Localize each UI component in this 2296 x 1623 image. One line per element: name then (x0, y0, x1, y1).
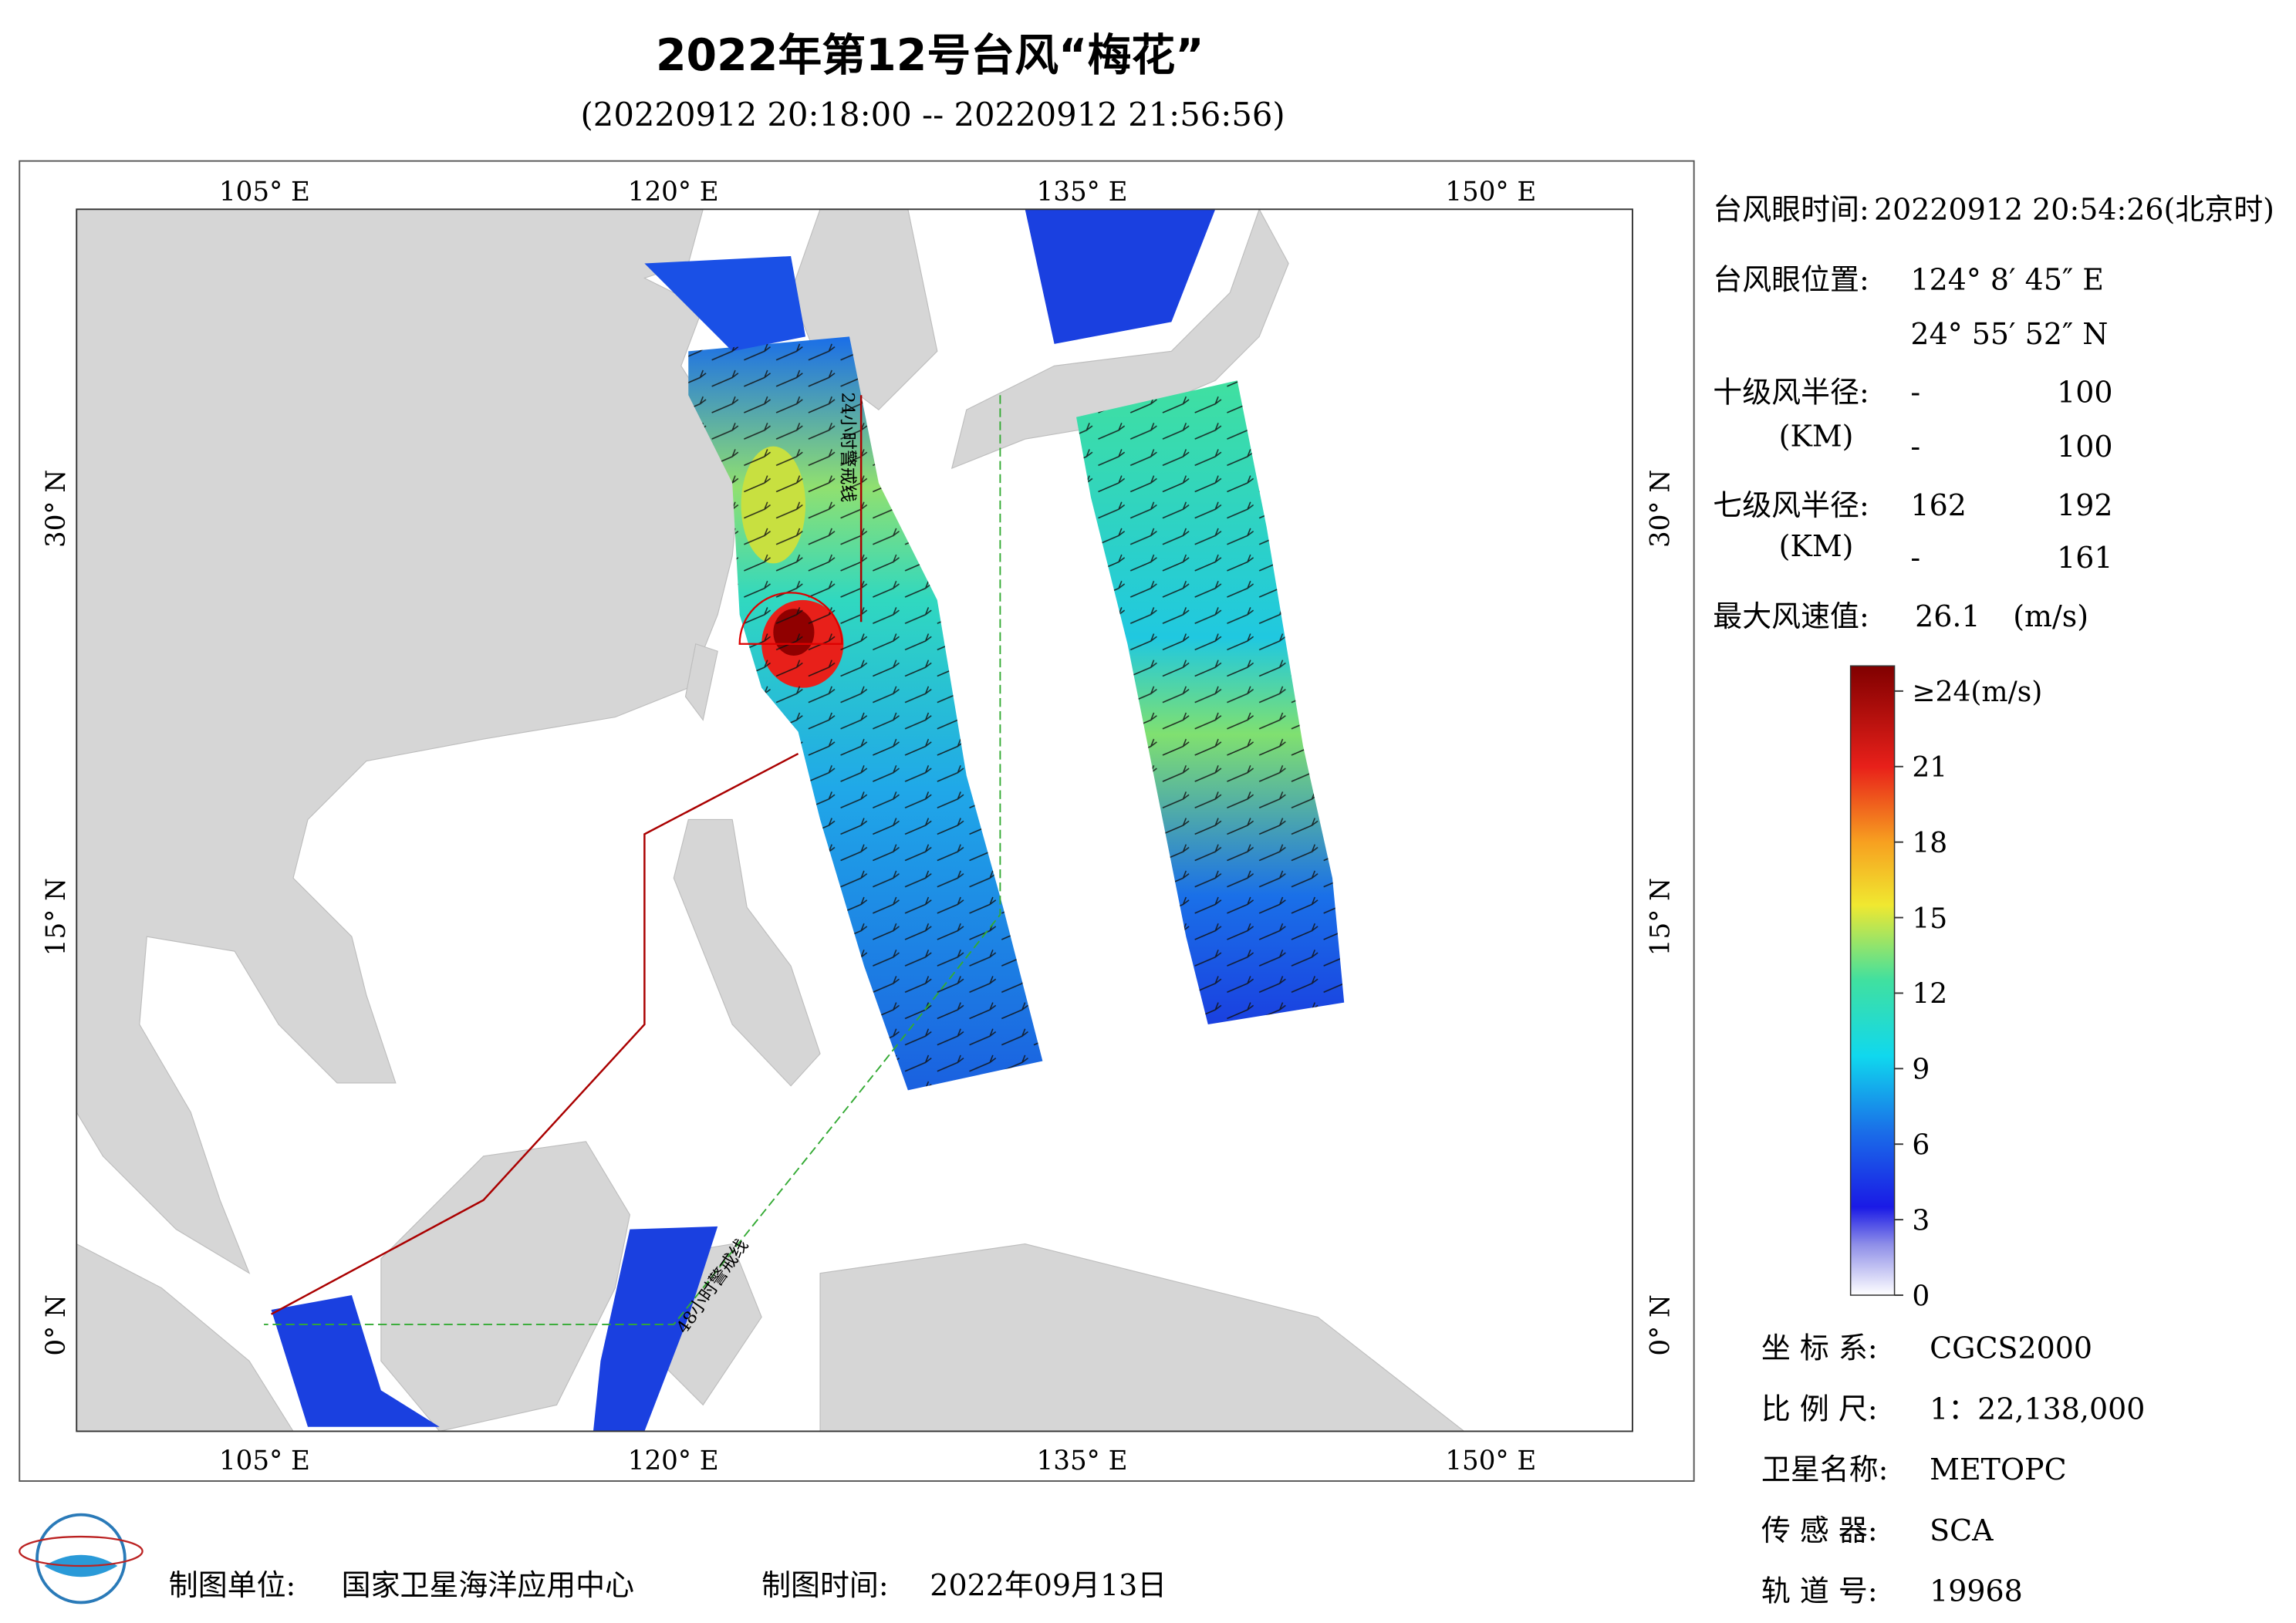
info-label: 十级风半径: (1713, 376, 1869, 410)
info-value: 26.1 (1915, 599, 1980, 633)
lon-tick-label: 150° E (1445, 1446, 1536, 1476)
grid: 105° E 105° E 120° E 120° E 135° E 135° E 150°… (41, 177, 1676, 1476)
meta-value: 19968 (1930, 1574, 2023, 1608)
meta-label: 比 例 尺: (1761, 1392, 1878, 1426)
meta-label: 坐 标 系: (1761, 1331, 1878, 1365)
lon-tick-label: 135° E (1037, 177, 1128, 208)
map-border (19, 160, 1695, 1482)
lon-tick-label: 105° E (219, 1446, 310, 1476)
colorbar-label: 0 (1912, 1281, 1930, 1312)
meta-label: 传 感 器: (1761, 1513, 1878, 1547)
colorbar-label: ≥24(m/s) (1912, 677, 2042, 708)
colorbar-label: 21 (1912, 752, 1947, 784)
colorbar-label: 9 (1912, 1054, 1930, 1086)
info-label: 最大风速值: (1713, 599, 1869, 633)
colorbar-label: 18 (1912, 828, 1947, 859)
colorbar-label: 3 (1912, 1205, 1930, 1237)
info-value: 100 (2057, 430, 2112, 464)
meta: 坐 标 系: CGCS2000 比 例 尺: 1：22,138,000 卫星名称: MET… (1761, 1331, 2145, 1608)
meta-value: CGCS2000 (1930, 1331, 2092, 1365)
meta-value: METOPC (1930, 1453, 2067, 1486)
colorbar (1849, 665, 1896, 1296)
lat-tick-label: 0° N (1645, 1294, 1676, 1355)
info-value: 24° 55′ 52″ N (1910, 317, 2108, 351)
info-value: 124° 8′ 45″ E (1910, 263, 2103, 297)
lon-tick-label: 120° E (628, 1446, 719, 1476)
lat-tick-label: 30° N (1645, 470, 1676, 548)
lat-tick-label: 15° N (41, 878, 72, 956)
lat-tick-label: 0° N (41, 1294, 72, 1355)
lat-tick-label: 15° N (1645, 878, 1676, 956)
annotation: 24小时警戒线 (837, 392, 857, 502)
meta-value: SCA (1930, 1513, 1994, 1547)
map-layers (76, 209, 1633, 1432)
info-value: - (1910, 376, 1920, 410)
info-panel: 台风眼时间: 20220912 20:54:26(北京时) 台风眼位置: 124… (1713, 193, 2274, 633)
info-label: 台风眼时间: (1713, 193, 1869, 227)
footer-label: 制图单位: (169, 1568, 296, 1602)
lon-tick-label: 120° E (628, 177, 719, 208)
info-value: 100 (2057, 376, 2112, 410)
colorbar-ticks: 0 3 6 9 12 15 18 21 ≥24(m/s) (1894, 677, 2042, 1312)
info-label: 台风眼位置: (1713, 263, 1869, 297)
info-value: 162 (1910, 488, 1966, 522)
lon-tick-label: 150° E (1445, 177, 1536, 208)
map-frame (76, 208, 1633, 1432)
footer-value: 2022年09月13日 (930, 1568, 1167, 1602)
info-unit: (KM) (1779, 420, 1854, 454)
info-unit: (m/s) (2013, 599, 2088, 633)
lat-tick-label: 30° N (41, 470, 72, 548)
info-value: 192 (2057, 488, 2112, 522)
info-value: 20220912 20:54:26(北京时) (1874, 193, 2274, 227)
colorbar-label: 15 (1912, 903, 1947, 935)
meta-label: 卫星名称: (1761, 1453, 1889, 1486)
info-unit: (KM) (1779, 529, 1854, 563)
footer-label: 制图时间: (761, 1568, 889, 1602)
info-value: - (1910, 430, 1920, 464)
info-value: 161 (2057, 541, 2112, 575)
meta-label: 轨 道 号: (1761, 1574, 1878, 1608)
colorbar-label: 12 (1912, 979, 1947, 1011)
title: 2022年第12号台风“梅花” (656, 30, 1204, 81)
logo (19, 1513, 144, 1604)
footer-value: 国家卫星海洋应用中心 (342, 1568, 634, 1602)
lon-tick-label: 105° E (219, 177, 310, 208)
info-value: - (1910, 541, 1920, 575)
meta-value: 1：22,138,000 (1930, 1392, 2145, 1426)
colorbar-label: 6 (1912, 1130, 1930, 1162)
lon-tick-label: 135° E (1037, 1446, 1128, 1476)
info-label: 七级风半径: (1713, 488, 1869, 522)
subtitle: (20220912 20:18:00 -- 20220912 21:56:56) (581, 96, 1285, 133)
